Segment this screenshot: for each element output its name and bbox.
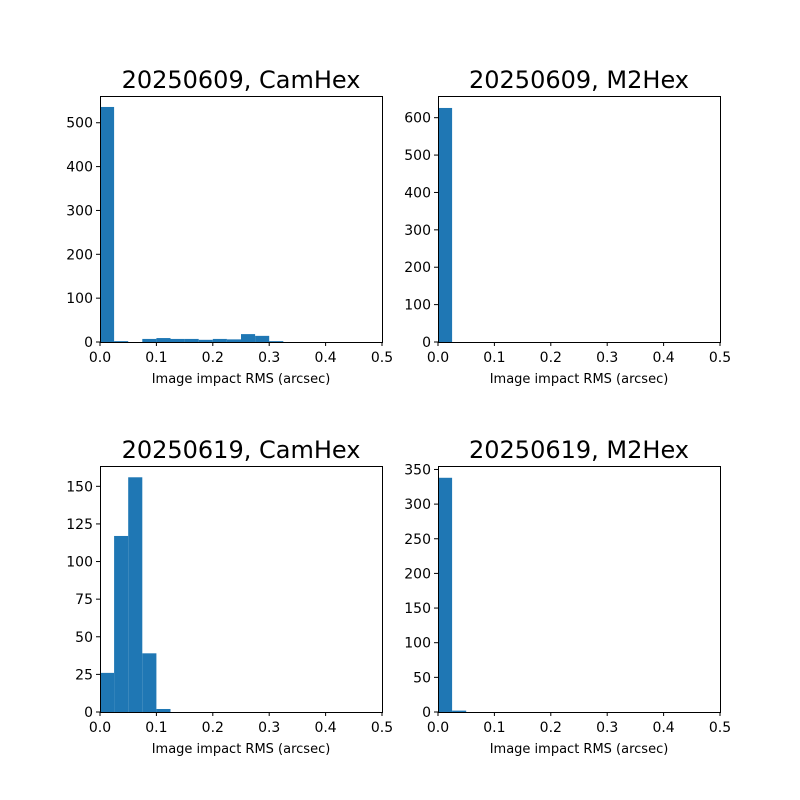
histogram-bar (269, 341, 284, 342)
x-tick-label: 0.1 (145, 720, 167, 736)
x-tick-label: 0.4 (652, 720, 674, 736)
chart-title: 20250609, M2Hex (469, 66, 689, 94)
x-tick-label: 0.1 (145, 350, 167, 366)
x-axis-label: Image impact RMS (arcsec) (490, 372, 669, 387)
subplot-1: 0.0 0.1 0.2 0.3 0.4 0.5 0 100 200 300 400 500 202506… (66, 66, 393, 387)
histogram-bar (142, 338, 157, 342)
y-tick-label: 150 (404, 601, 431, 617)
y-tick-label: 0 (422, 705, 431, 721)
histogram-bar (114, 341, 129, 342)
x-tick-label: 0.3 (258, 720, 280, 736)
y-tick-label: 50 (75, 630, 93, 646)
axes-frame (100, 96, 383, 343)
histogram-bar (142, 653, 157, 712)
x-axis-label: Image impact RMS (arcsec) (152, 372, 331, 387)
y-tick-label: 100 (404, 298, 431, 314)
histogram-bar (156, 708, 171, 712)
y-tick-label: 300 (404, 497, 431, 513)
histogram-bar (114, 535, 129, 712)
x-tick-label: 0.4 (652, 350, 674, 366)
y-tick-label: 400 (66, 160, 93, 176)
x-tick-label: 0.0 (89, 350, 111, 366)
y-tick-label: 100 (404, 636, 431, 652)
subplot-3: 0.0 0.1 0.2 0.3 0.4 0.5 0 25 50 75 100 125 150 202506… (66, 436, 393, 757)
x-tick-label: 0.2 (540, 720, 562, 736)
y-tick-label: 100 (66, 555, 93, 571)
histogram-bar (438, 107, 453, 342)
x-tick-label: 0.5 (371, 720, 393, 736)
y-tick-label: 0 (84, 705, 93, 721)
y-tick-label: 400 (404, 185, 431, 201)
y-tick-label: 125 (66, 517, 93, 533)
y-tick-label: 100 (66, 291, 93, 307)
x-tick-label: 0.3 (596, 350, 618, 366)
histogram-bar (100, 672, 115, 712)
y-tick-label: 200 (66, 247, 93, 263)
histogram-bar (100, 106, 115, 342)
axes-frame (438, 96, 721, 343)
histogram-bar (184, 338, 199, 342)
histogram-bar (212, 338, 227, 342)
chart-title: 20250619, CamHex (122, 436, 361, 464)
histogram-bar (241, 334, 256, 342)
subplot-2: 0.0 0.1 0.2 0.3 0.4 0.5 0 100 200 300 400 500 600 202… (404, 66, 731, 387)
histogram-bar (170, 338, 185, 342)
x-tick-label: 0.0 (427, 350, 449, 366)
y-tick-label: 0 (422, 335, 431, 351)
x-tick-label: 0.1 (483, 350, 505, 366)
x-tick-label: 0.2 (202, 350, 224, 366)
histogram-bar (128, 477, 143, 712)
x-axis-label: Image impact RMS (arcsec) (152, 742, 331, 757)
y-tick-label: 75 (75, 592, 93, 608)
y-tick-label: 300 (66, 203, 93, 219)
x-tick-label: 0.5 (709, 350, 731, 366)
x-tick-label: 0.0 (89, 720, 111, 736)
chart-title: 20250609, CamHex (122, 66, 361, 94)
x-axis-label: Image impact RMS (arcsec) (490, 742, 669, 757)
y-tick-label: 0 (84, 335, 93, 351)
y-tick-label: 200 (404, 566, 431, 582)
x-tick-label: 0.5 (709, 720, 731, 736)
y-tick-label: 300 (404, 223, 431, 239)
x-tick-label: 0.0 (427, 720, 449, 736)
y-tick-label: 150 (66, 479, 93, 495)
axes-frame (100, 466, 383, 713)
y-tick-label: 250 (404, 532, 431, 548)
histogram-bar (198, 339, 213, 342)
histogram-bar (156, 338, 171, 342)
x-tick-label: 0.4 (314, 350, 336, 366)
x-tick-label: 0.2 (202, 720, 224, 736)
y-tick-label: 600 (404, 111, 431, 127)
y-tick-label: 500 (66, 116, 93, 132)
y-tick-label: 500 (404, 148, 431, 164)
axes-frame (438, 466, 721, 713)
x-tick-label: 0.3 (596, 720, 618, 736)
x-tick-label: 0.4 (314, 720, 336, 736)
y-tick-label: 200 (404, 260, 431, 276)
y-tick-label: 50 (413, 670, 431, 686)
chart-title: 20250619, M2Hex (469, 436, 689, 464)
histogram-bar (226, 339, 241, 342)
histogram-bar (452, 710, 467, 712)
histogram-bar (255, 335, 270, 342)
x-tick-label: 0.2 (540, 350, 562, 366)
histogram-bar (438, 477, 453, 712)
x-tick-label: 0.1 (483, 720, 505, 736)
x-tick-label: 0.5 (371, 350, 393, 366)
y-tick-label: 25 (75, 667, 93, 683)
x-tick-label: 0.3 (258, 350, 280, 366)
subplot-4: 0.0 0.1 0.2 0.3 0.4 0.5 0 50 100 150 200 250 300 350 2… (404, 436, 731, 757)
y-tick-label: 350 (404, 462, 431, 478)
